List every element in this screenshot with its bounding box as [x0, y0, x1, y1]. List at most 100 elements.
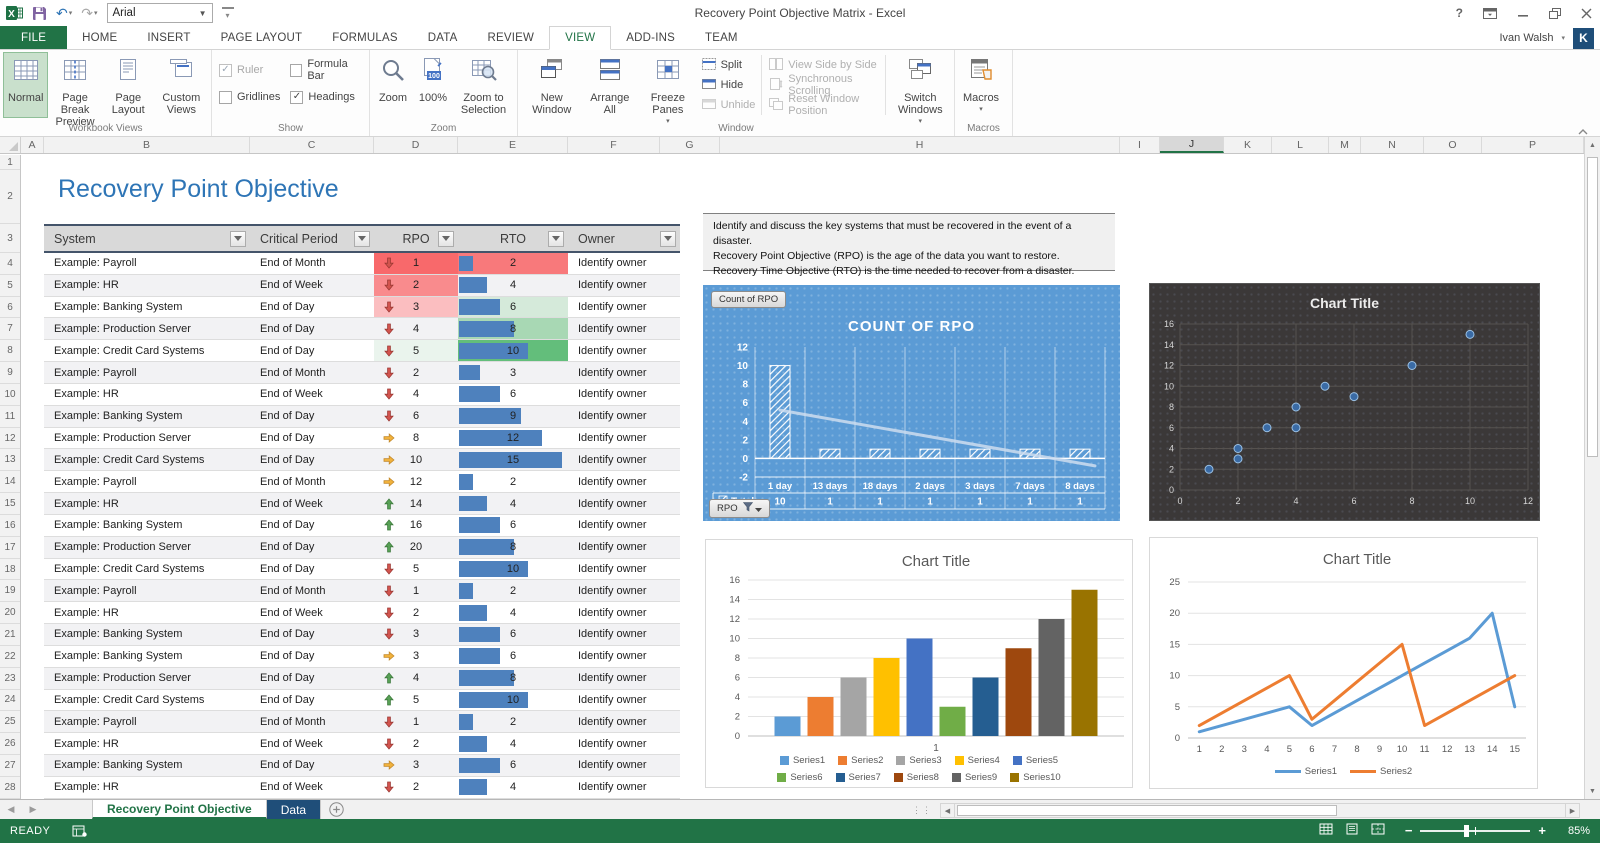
critical-period-cell[interactable]: End of Day: [260, 541, 315, 554]
row-header-4[interactable]: 4: [0, 253, 20, 275]
row-header-25[interactable]: 25: [0, 711, 20, 734]
freeze-panes-dropdown-icon[interactable]: ▾: [666, 118, 670, 125]
notes-textbox[interactable]: Identify and discuss the key systems tha…: [703, 213, 1115, 277]
legend-item-series10[interactable]: Series10: [1010, 772, 1061, 783]
owner-cell[interactable]: Identify owner: [578, 628, 647, 641]
gridlines-checkbox[interactable]: Gridlines: [219, 86, 280, 108]
legend-item-series6[interactable]: Series6: [777, 772, 823, 783]
help-icon[interactable]: ?: [1455, 6, 1463, 20]
column-header-O[interactable]: O: [1424, 137, 1482, 153]
legend-item-series2[interactable]: Series2: [838, 755, 883, 766]
horizontal-scroll-thumb[interactable]: [957, 805, 1337, 816]
system-cell[interactable]: Example: Banking System: [54, 410, 183, 423]
scatter-chart[interactable]: 0 2 4 6 8 10 12 14 16 0 2 4 6 8 10 12 Chart Title: [1149, 283, 1540, 521]
view-side-by-side-button[interactable]: View Side by Side: [768, 57, 878, 73]
rpo-cell[interactable]: 5: [374, 340, 458, 362]
horizontal-scrollbar[interactable]: ◀ ▶: [940, 803, 1580, 818]
rpo-cell[interactable]: 6: [374, 406, 458, 427]
page-layout-button[interactable]: Page Layout: [102, 52, 155, 118]
critical-period-cell[interactable]: End of Month: [260, 715, 326, 728]
owner-cell[interactable]: Identify owner: [578, 606, 647, 619]
scroll-right-icon[interactable]: ▶: [1565, 803, 1580, 818]
legend-item-series9[interactable]: Series9: [951, 772, 997, 783]
user-area[interactable]: Ivan Walsh ▾ K: [1499, 26, 1594, 50]
rpo-cell[interactable]: 5: [374, 690, 458, 711]
rto-cell[interactable]: 10: [458, 559, 568, 580]
row-header-27[interactable]: 27: [0, 755, 20, 777]
critical-period-cell[interactable]: End of Day: [260, 344, 315, 357]
sheet-canvas[interactable]: 1 2 3 4 5 6 7 8 9 10 11 12 13 14 15 16 17 18 19 20 21 22 23 24 2…: [0, 155, 1584, 799]
rpo-cell[interactable]: 16: [374, 515, 458, 536]
row-header-28[interactable]: 28: [0, 777, 20, 799]
legend-item-series7[interactable]: Series7: [835, 772, 881, 783]
critical-period-cell[interactable]: End of Month: [260, 584, 326, 597]
row-header-8[interactable]: 8: [0, 340, 20, 363]
owner-cell[interactable]: Identify owner: [578, 715, 647, 728]
rto-cell[interactable]: 3: [458, 362, 568, 383]
maximize-restore-icon[interactable]: [1549, 7, 1561, 19]
system-cell[interactable]: Example: Payroll: [54, 584, 137, 597]
system-cell[interactable]: Example: HR: [54, 737, 119, 750]
system-cell[interactable]: Example: HR: [54, 279, 119, 292]
zoom-slider-thumb[interactable]: [1464, 825, 1470, 837]
critical-period-cell[interactable]: End of Day: [260, 301, 315, 314]
rto-cell[interactable]: 8: [458, 668, 568, 689]
owner-cell[interactable]: Identify owner: [578, 410, 647, 423]
owner-cell[interactable]: Identify owner: [578, 322, 647, 335]
owner-cell[interactable]: Identify owner: [578, 541, 647, 554]
scroll-down-icon[interactable]: ▼: [1585, 783, 1600, 799]
column-header-C[interactable]: C: [250, 137, 374, 153]
ribbon-tab-add-ins[interactable]: ADD-INS: [626, 31, 675, 44]
row-header-11[interactable]: 11: [0, 406, 20, 428]
system-cell[interactable]: Example: Production Server: [54, 322, 191, 335]
owner-cell[interactable]: Identify owner: [578, 759, 647, 772]
customize-qat-icon[interactable]: ▾: [221, 7, 234, 20]
ribbon-tab-data[interactable]: DATA: [427, 31, 458, 44]
rto-cell[interactable]: 15: [458, 449, 568, 470]
legend-item-series3[interactable]: Series3: [896, 755, 942, 766]
rpo-cell[interactable]: 1: [374, 711, 458, 732]
critical-period-cell[interactable]: End of Day: [260, 453, 315, 466]
rpo-cell[interactable]: 2: [374, 602, 458, 623]
legend-item-series1[interactable]: Series1: [779, 755, 825, 766]
rto-cell[interactable]: 8: [458, 537, 568, 558]
column-header-G[interactable]: G: [660, 137, 720, 153]
column-header-I[interactable]: I: [1120, 137, 1160, 153]
freeze-panes-button[interactable]: Freeze Panes ▾: [637, 52, 698, 125]
column-header-A[interactable]: A: [21, 137, 44, 153]
row-header-1[interactable]: 1: [0, 155, 20, 170]
owner-cell[interactable]: Identify owner: [578, 257, 647, 270]
system-cell[interactable]: Example: HR: [54, 388, 119, 401]
formula-bar-checkbox[interactable]: Formula Bar: [290, 58, 362, 82]
column-header-K[interactable]: K: [1224, 137, 1272, 153]
column-header-B[interactable]: B: [44, 137, 250, 153]
page-break-preview-icon[interactable]: [1371, 822, 1385, 840]
ribbon-tab-file[interactable]: FILE: [0, 26, 68, 49]
save-button[interactable]: [32, 6, 47, 21]
rto-cell[interactable]: 6: [458, 515, 568, 536]
rto-cell[interactable]: 6: [458, 624, 568, 645]
tab-scrollbar-splitter[interactable]: ⋮⋮: [912, 805, 932, 815]
column-header-M[interactable]: M: [1329, 137, 1361, 153]
owner-cell[interactable]: Identify owner: [578, 388, 647, 401]
page-layout-view-icon[interactable]: [1345, 822, 1359, 840]
column-header-P[interactable]: P: [1482, 137, 1584, 153]
row-header-19[interactable]: 19: [0, 580, 20, 603]
system-cell[interactable]: Example: Credit Card Systems: [54, 344, 205, 357]
owner-cell[interactable]: Identify owner: [578, 781, 647, 794]
owner-cell[interactable]: Identify owner: [578, 279, 647, 292]
macros-button[interactable]: Macros ▾: [958, 52, 1004, 118]
rpo-cell[interactable]: 20: [374, 537, 458, 558]
rto-cell[interactable]: 4: [458, 602, 568, 623]
split-button[interactable]: Split: [701, 57, 756, 73]
rpo-cell[interactable]: 3: [374, 646, 458, 667]
critical-period-cell[interactable]: End of Month: [260, 475, 326, 488]
rto-cell[interactable]: 2: [458, 471, 568, 492]
rto-cell[interactable]: 4: [458, 777, 568, 798]
filter-dropdown-system[interactable]: [230, 230, 246, 247]
rpo-cell[interactable]: 5: [374, 559, 458, 580]
column-header-J[interactable]: J: [1160, 137, 1224, 153]
owner-cell[interactable]: Identify owner: [578, 519, 647, 532]
macro-record-icon[interactable]: [72, 825, 88, 837]
new-window-button[interactable]: New Window: [521, 52, 582, 118]
